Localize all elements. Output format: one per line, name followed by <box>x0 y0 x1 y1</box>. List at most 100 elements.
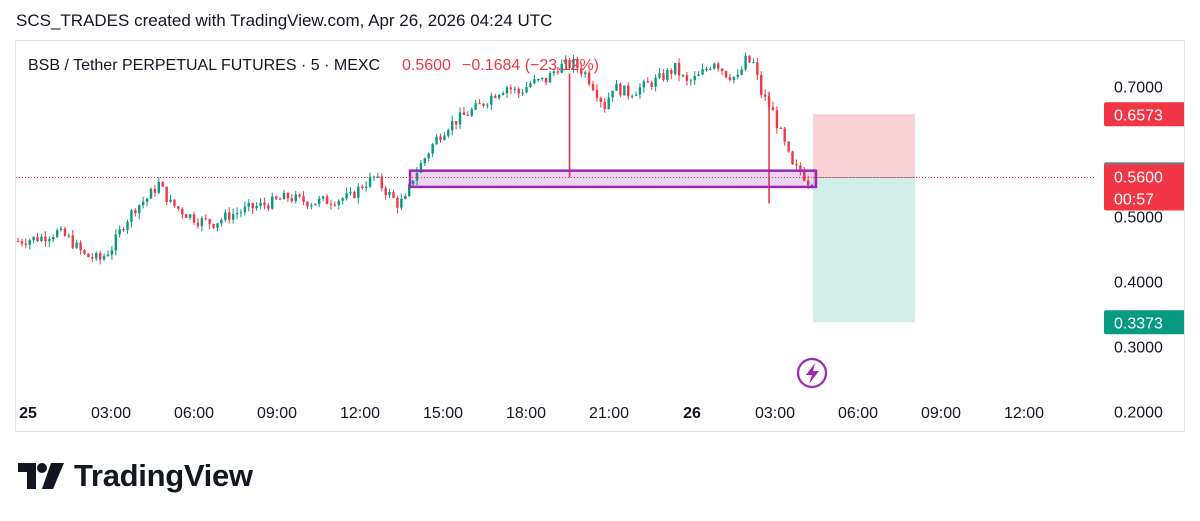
candle-body <box>482 103 485 106</box>
candle-body <box>627 85 630 97</box>
candle-body <box>756 62 759 75</box>
candle-body <box>783 128 786 142</box>
candle-body <box>556 71 560 73</box>
candle-body <box>584 72 587 75</box>
candle-body <box>231 213 235 220</box>
candle-body <box>302 196 305 202</box>
candle-body <box>87 253 90 258</box>
y-tick-label: 0.2000 <box>1114 405 1163 422</box>
candle-body <box>16 241 20 243</box>
candle-body <box>141 201 145 206</box>
candle-body <box>501 93 505 96</box>
candle-body <box>462 112 466 115</box>
candle-body <box>724 71 728 78</box>
candle-body <box>364 186 368 188</box>
chart-canvas[interactable]: BSB / Tether PERPETUAL FUTURES · 5 · MEX… <box>16 41 1184 431</box>
candle-body <box>55 230 59 238</box>
candle-body <box>274 196 278 199</box>
candle-body <box>717 63 720 69</box>
candle-body <box>677 63 681 76</box>
candle-body <box>188 214 192 218</box>
x-tick-label: 21:00 <box>589 405 629 422</box>
candle-body <box>560 63 563 73</box>
candle-body <box>118 229 121 235</box>
candle-body <box>803 171 806 181</box>
candle-body <box>709 68 712 70</box>
lightning-icon[interactable] <box>796 357 828 389</box>
candle-body <box>673 63 677 74</box>
x-tick-label: 12:00 <box>340 405 380 422</box>
stop-loss-area[interactable] <box>813 114 915 178</box>
candle-body <box>181 208 184 215</box>
candle-body <box>306 201 309 207</box>
candle-body <box>228 212 231 220</box>
supply-zone[interactable] <box>408 169 818 189</box>
candle-body <box>407 184 411 196</box>
candle-body <box>329 203 333 205</box>
candle-body <box>208 219 211 224</box>
candle-body <box>580 68 583 75</box>
candle-body <box>75 242 78 248</box>
candle-body <box>149 188 153 199</box>
chart-caption: SCS_TRADES created with TradingView.com,… <box>16 11 553 30</box>
candle-body <box>349 191 352 194</box>
candle-body <box>642 81 646 88</box>
candle-body <box>294 194 297 202</box>
candle-body <box>607 97 610 110</box>
price-tag <box>1104 102 1184 127</box>
candle-body <box>654 77 657 87</box>
candle-body <box>787 141 790 152</box>
candle-body <box>384 188 387 195</box>
candle-body <box>318 198 321 204</box>
candle-body <box>259 202 262 206</box>
price-tag <box>1104 164 1184 211</box>
candle-body <box>454 121 458 125</box>
candles-layer <box>16 52 818 265</box>
candle-body <box>685 75 689 81</box>
candle-body <box>630 95 634 97</box>
candle-body <box>353 191 356 198</box>
candle-body <box>216 223 219 228</box>
chart-frame[interactable]: BSB / Tether PERPETUAL FUTURES · 5 · MEX… <box>15 40 1185 432</box>
price-tag-label: 0.6573 <box>1114 107 1163 124</box>
x-tick-label: 15:00 <box>423 405 463 422</box>
candle-body <box>720 68 724 72</box>
candle-body <box>251 202 254 209</box>
take-profit-area[interactable] <box>813 177 915 323</box>
candle-body <box>333 204 337 206</box>
candle-body <box>474 103 477 110</box>
candle-body <box>478 103 481 105</box>
candle-body <box>298 194 301 197</box>
candle-body <box>321 196 325 199</box>
candle-body <box>173 199 176 207</box>
candle-body <box>576 59 579 69</box>
candle-body <box>192 214 196 223</box>
candle-body <box>204 218 207 220</box>
candle-body <box>537 78 540 80</box>
y-tick-label: 0.7000 <box>1114 80 1163 97</box>
candle-body <box>533 79 536 84</box>
candle-body <box>771 107 775 111</box>
symbol-title: BSB / Tether PERPETUAL FUTURES · 5 · MEX… <box>28 57 380 74</box>
candle-body <box>83 250 86 254</box>
candle-body <box>24 243 28 245</box>
candle-body <box>91 257 94 259</box>
x-tick-label: 03:00 <box>91 405 131 422</box>
candle-body <box>165 186 168 202</box>
candle-body <box>435 136 438 145</box>
candle-body <box>529 83 532 87</box>
candle-body <box>599 97 603 103</box>
candle-body <box>28 240 31 245</box>
x-tick-label: 06:00 <box>838 405 878 422</box>
candle-body <box>728 77 732 80</box>
candle-body <box>243 206 247 213</box>
candle-body <box>122 229 125 231</box>
candle-body <box>705 68 708 70</box>
candle-body <box>662 73 665 80</box>
candle-body <box>392 191 395 198</box>
candle-body <box>423 158 427 164</box>
candle-body <box>509 87 513 90</box>
candle-body <box>595 89 599 98</box>
price-axis: 0.7000 0.5000 0.4000 0.3000 0.2000 <box>1114 80 1163 422</box>
candle-body <box>775 110 779 129</box>
